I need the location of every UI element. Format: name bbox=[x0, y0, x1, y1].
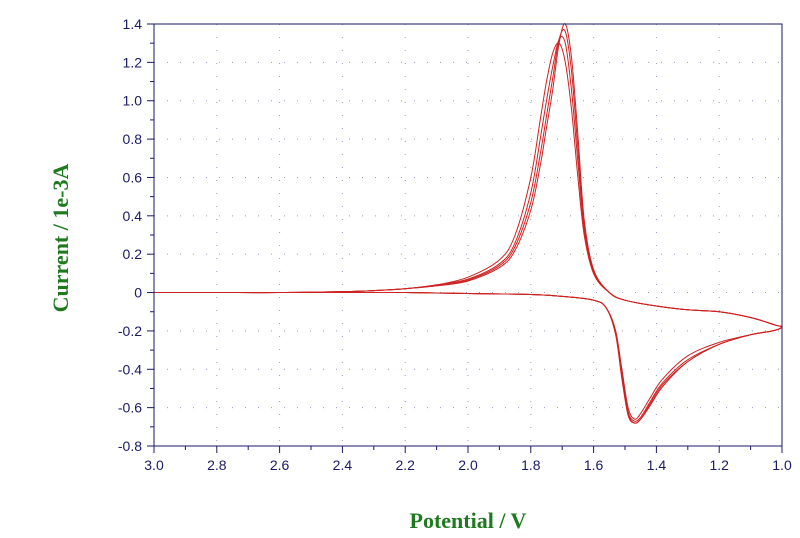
plot-frame bbox=[153, 23, 783, 447]
y-tick-labels: -0.8 -0.6 -0.4 -0.2 0 0.2 0.4 0.6 0.8 1.0 1.2 1.4 bbox=[118, 16, 142, 454]
cv-trace-2 bbox=[154, 36, 783, 422]
x-tick-label: 2.4 bbox=[333, 457, 353, 473]
y-tick-label: -0.8 bbox=[118, 438, 142, 454]
y-tick-label: 0.8 bbox=[123, 131, 143, 147]
x-tick-label: 1.6 bbox=[584, 457, 604, 473]
x-axis-title: Potential / V bbox=[410, 508, 527, 533]
y-tick-label: 0 bbox=[134, 285, 142, 301]
y-tick-label: -0.6 bbox=[118, 400, 142, 416]
y-tick-label: 1.0 bbox=[123, 93, 143, 109]
y-tick-label: 0.2 bbox=[123, 246, 143, 262]
y-tick-label: 1.2 bbox=[123, 54, 143, 70]
y-tick-label: -0.2 bbox=[118, 323, 142, 339]
x-tick-label: 2.0 bbox=[458, 457, 478, 473]
y-tick-label: 0.4 bbox=[123, 208, 143, 224]
x-tick-labels: 3.0 2.8 2.6 2.4 2.2 2.0 1.8 1.6 1.4 1.2 1.0 bbox=[144, 457, 792, 473]
cv-traces bbox=[154, 23, 783, 424]
x-tick-label: 1.0 bbox=[772, 457, 792, 473]
x-tick-label: 3.0 bbox=[144, 457, 164, 473]
y-axis-title: Current / 1e-3A bbox=[48, 164, 73, 313]
x-tick-label: 2.6 bbox=[270, 457, 290, 473]
y-tick-label: -0.4 bbox=[118, 361, 142, 377]
y-tick-label: 0.6 bbox=[123, 169, 143, 185]
cv-trace-4 bbox=[154, 23, 783, 424]
cv-trace-3 bbox=[154, 28, 783, 424]
grid-lines bbox=[154, 24, 782, 446]
x-tick-label: 1.8 bbox=[521, 457, 541, 473]
x-tick-label: 1.4 bbox=[647, 457, 667, 473]
x-tick-label: 2.2 bbox=[395, 457, 415, 473]
x-tick-label: 1.2 bbox=[709, 457, 729, 473]
y-tick-label: 1.4 bbox=[123, 16, 143, 32]
x-tick-label: 2.8 bbox=[207, 457, 227, 473]
axis-ticks bbox=[147, 23, 783, 453]
